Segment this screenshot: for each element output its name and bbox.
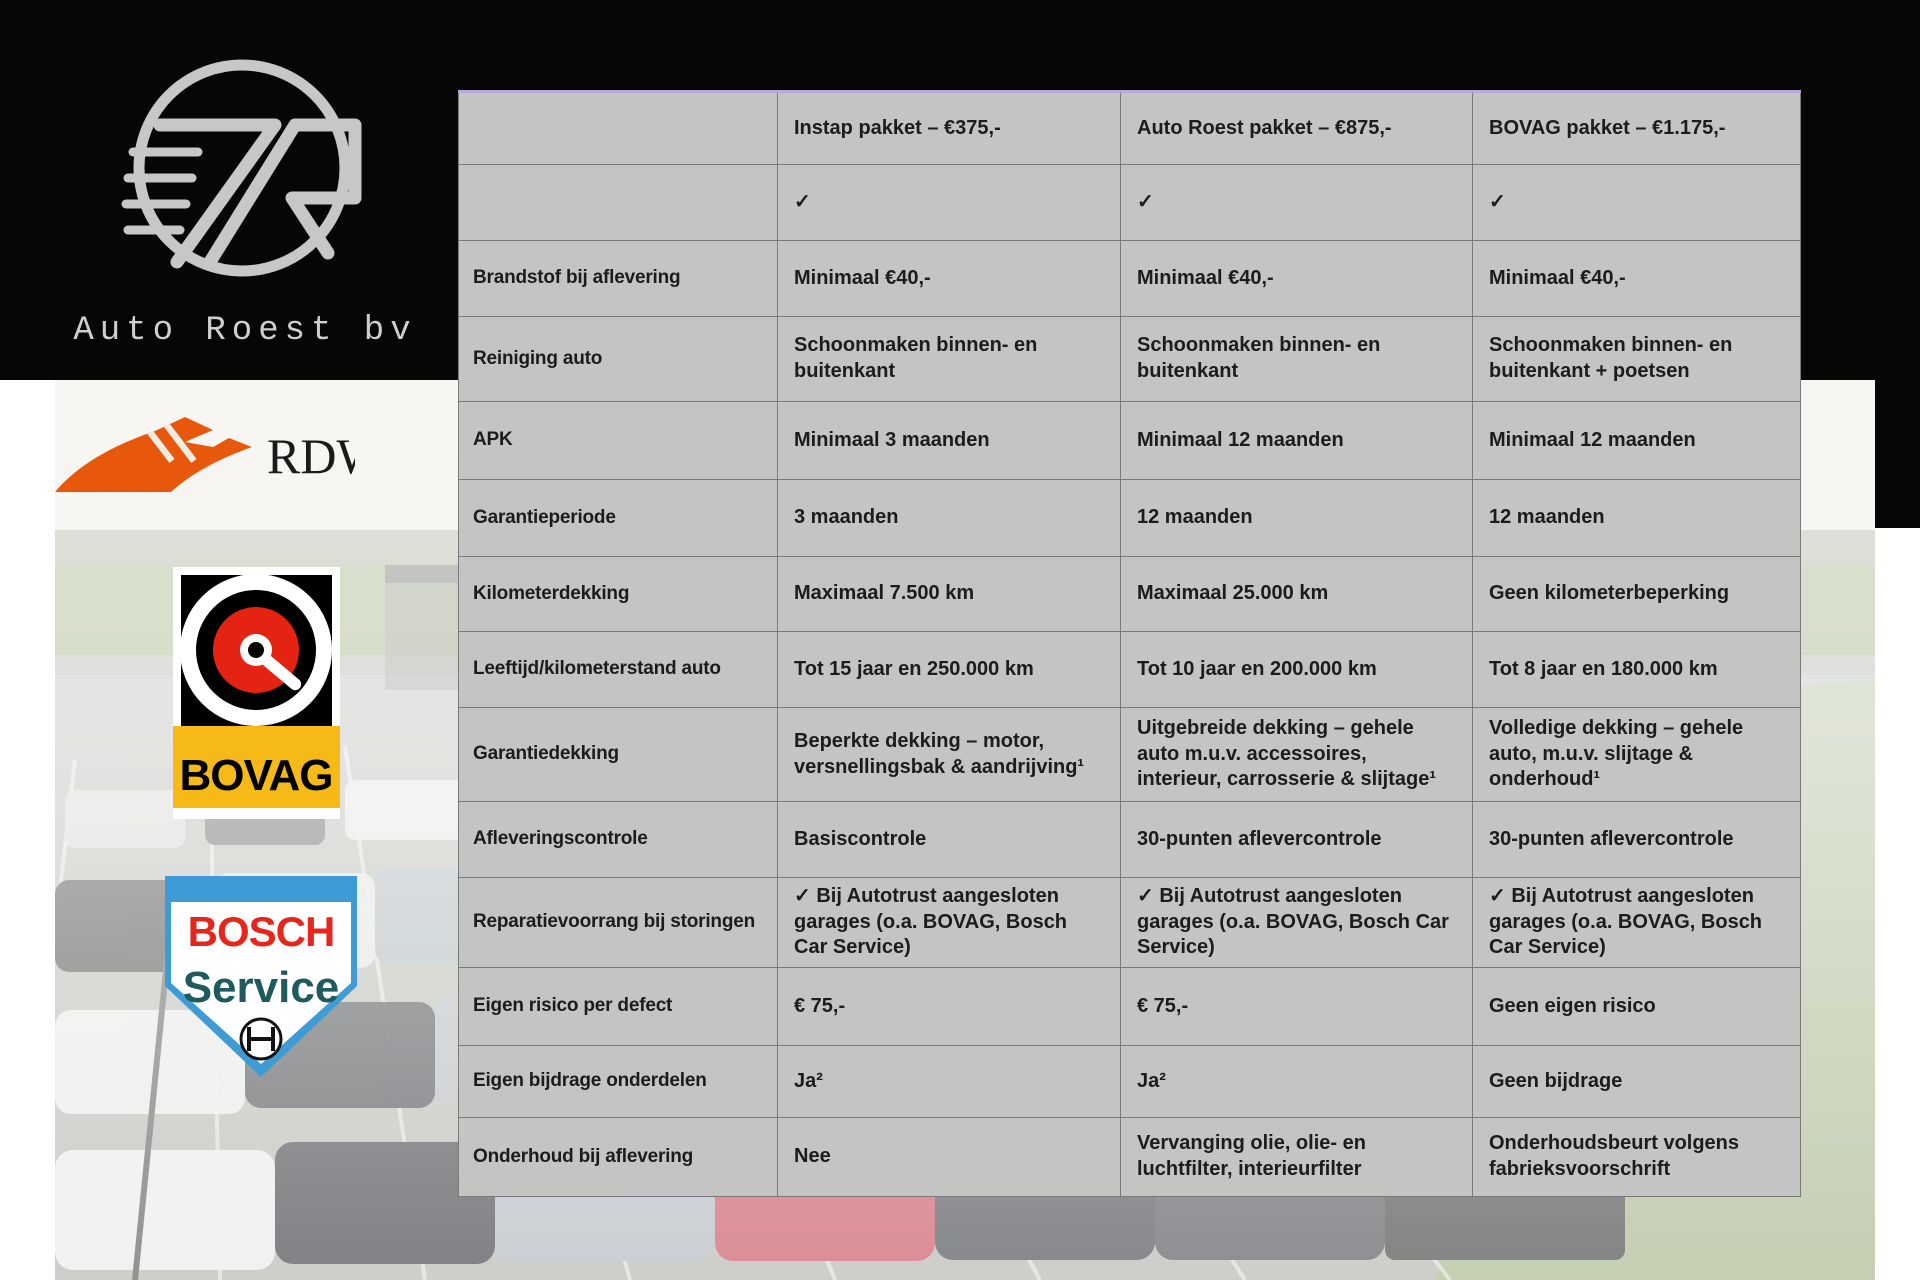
svg-text:RDW: RDW — [267, 428, 355, 484]
svg-text:BOVAG: BOVAG — [179, 751, 332, 800]
svg-text:Service: Service — [183, 963, 340, 1012]
svg-text:BOSCH: BOSCH — [188, 908, 335, 955]
